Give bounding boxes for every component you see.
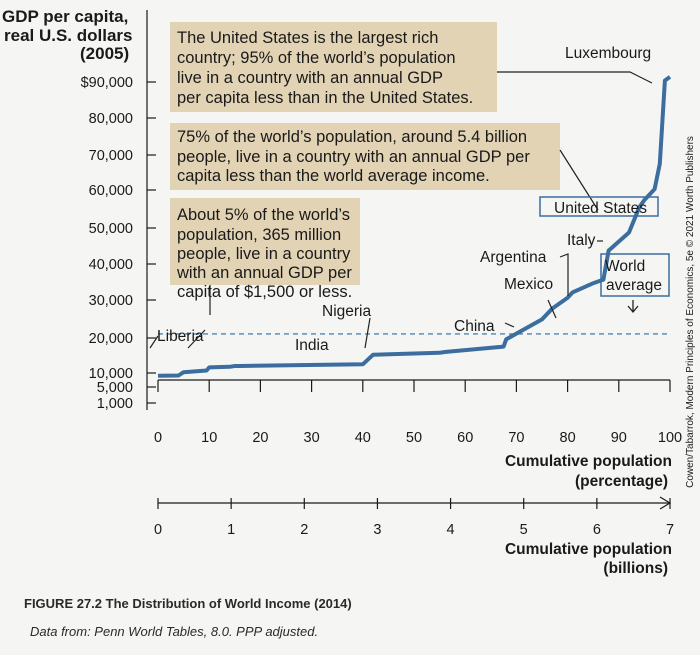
x-tick-label: 80 — [560, 430, 576, 446]
annotation-us-line-1: The United States is the largest rich — [177, 29, 438, 47]
y-axis-label-line-2: real U.S. dollars — [4, 26, 133, 45]
world-average-arrow — [627, 300, 639, 314]
world-average-label-line-2: average — [606, 277, 662, 294]
x2-axis-ticks: 0 1 2 3 4 5 6 7 — [154, 498, 674, 538]
connector-us — [497, 71, 653, 84]
connector-mexico — [547, 299, 557, 319]
label-mexico: Mexico — [504, 276, 553, 293]
x2-tick-label: 6 — [593, 522, 601, 538]
annotation-poor-line-2: population, 365 million — [177, 226, 341, 244]
y-tick-label: 60,000 — [89, 183, 133, 199]
figure-caption: FIGURE 27.2 The Distribution of World In… — [24, 596, 352, 611]
annotation-average-text: 75% of the world’s population, around 5.… — [177, 128, 530, 185]
annotation-average-line-2: people, live in a country with an annual… — [177, 148, 530, 166]
y-axis-label-line-1: GDP per capita, — [2, 7, 128, 26]
x2-tick-label: 3 — [373, 522, 381, 538]
y-tick-label: $90,000 — [81, 75, 133, 91]
annotation-box-poor — [170, 198, 360, 285]
x2-tick-label: 0 — [154, 522, 162, 538]
x-tick-label: 20 — [252, 430, 268, 446]
x-tick-label: 90 — [611, 430, 627, 446]
annotation-us-line-2: country; 95% of the world’s population — [177, 49, 456, 67]
label-china: China — [454, 318, 495, 335]
x-tick-label: 30 — [304, 430, 320, 446]
y-tick-label: 40,000 — [89, 257, 133, 273]
y-tick-label: 30,000 — [89, 293, 133, 309]
y-tick-label: 10,000 — [89, 366, 133, 382]
annotation-box-average — [170, 123, 560, 190]
annotation-average-line-1: 75% of the world’s population, around 5.… — [177, 128, 527, 146]
connector-nigeria — [364, 317, 371, 349]
annotation-box-us — [170, 22, 497, 112]
connector-argentina — [559, 253, 569, 296]
annotation-us-line-4: per capita less than in the United State… — [177, 89, 473, 107]
annotation-us-text: The United States is the largest rich co… — [177, 29, 473, 107]
connector-liberia — [149, 329, 206, 349]
y-tick-label: 20,000 — [89, 331, 133, 347]
label-italy: Italy — [567, 232, 596, 249]
x-axis-label-line-2: (percentage) — [575, 473, 668, 490]
label-united-states: United States — [554, 200, 647, 217]
x2-tick-label: 4 — [447, 522, 455, 538]
annotation-us-line-3: live in a country with an annual GDP — [177, 69, 443, 87]
x-tick-label: 0 — [154, 430, 162, 446]
x-tick-label: 100 — [658, 430, 682, 446]
annotation-poor-text: About 5% of the world’s population, 365 … — [176, 206, 352, 301]
annotation-poor-line-3: people, live in a country — [177, 245, 351, 263]
annotation-poor-line-4: with an annual GDP per — [176, 264, 352, 282]
connector-average — [559, 149, 599, 211]
y-tick-label: 50,000 — [89, 221, 133, 237]
annotation-poor-line-1: About 5% of the world’s — [177, 206, 350, 224]
x2-axis-label-line-1: Cumulative population — [505, 541, 672, 558]
label-liberia: Liberia — [157, 328, 204, 345]
x-tick-label: 50 — [406, 430, 422, 446]
y-tick-label: 5,000 — [97, 380, 133, 396]
side-credit: Cowen/Tabarrok, Modern Principles of Eco… — [685, 136, 696, 488]
x-tick-label: 40 — [355, 430, 371, 446]
label-luxembourg: Luxembourg — [565, 45, 651, 62]
x2-tick-label: 5 — [520, 522, 528, 538]
x2-tick-label: 1 — [227, 522, 235, 538]
y-tick-label: 70,000 — [89, 148, 133, 164]
x2-axis-label-line-2: (billions) — [603, 560, 668, 577]
y-axis-label: GDP per capita, real U.S. dollars (2005) — [2, 7, 133, 63]
annotation-poor-line-5: capita of $1,500 or less. — [177, 283, 352, 301]
united-states-box — [539, 196, 659, 217]
world-average-label-line-1: World — [605, 258, 645, 275]
world-average-label-box — [600, 253, 670, 297]
annotation-average-line-3: capita less than the world average incom… — [177, 167, 490, 185]
x-tick-label: 60 — [457, 430, 473, 446]
x-axis-ticks: 0 10 20 30 40 50 60 70 80 90 100 — [154, 380, 682, 446]
y-tick-label: 1,000 — [97, 396, 133, 412]
x2-tick-label: 7 — [666, 522, 674, 538]
x2-tick-label: 2 — [300, 522, 308, 538]
y-axis-label-line-3: (2005) — [80, 44, 129, 63]
data-series-line — [157, 75, 672, 378]
label-argentina: Argentina — [480, 249, 547, 266]
y-tick-label: 80,000 — [89, 111, 133, 127]
connector-china — [504, 322, 515, 328]
label-nigeria: Nigeria — [322, 303, 371, 320]
x-tick-label: 70 — [508, 430, 524, 446]
figure-source: Data from: Penn World Tables, 8.0. PPP a… — [30, 624, 318, 639]
y-axis-ticks: $90,000 80,000 70,000 60,000 50,000 40,000 30,… — [81, 75, 156, 412]
x-tick-label: 10 — [201, 430, 217, 446]
label-india: India — [295, 337, 329, 354]
x-axis-label-line-1: Cumulative population — [505, 453, 672, 470]
